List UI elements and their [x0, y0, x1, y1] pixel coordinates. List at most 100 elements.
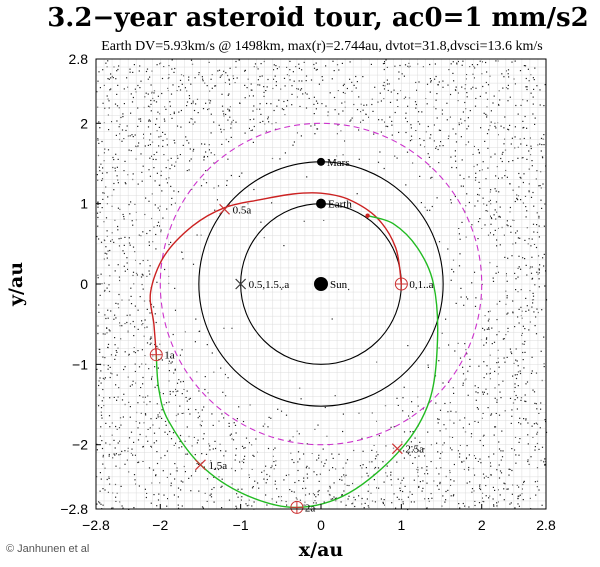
asteroid-dot — [231, 467, 233, 470]
asteroid-dot — [96, 476, 98, 478]
asteroid-dot — [414, 437, 416, 439]
asteroid-dot — [169, 393, 171, 395]
asteroid-dot — [431, 176, 433, 178]
asteroid-dot — [468, 466, 470, 469]
asteroid-dot — [193, 436, 195, 438]
asteroid-dot — [98, 394, 100, 396]
asteroid-dot — [126, 314, 128, 316]
asteroid-dot — [257, 68, 259, 70]
asteroid-dot — [520, 306, 522, 308]
asteroid-dot — [186, 139, 188, 142]
asteroid-dot — [263, 86, 265, 88]
asteroid-dot — [317, 102, 319, 104]
asteroid-dot — [113, 241, 115, 243]
asteroid-dot — [249, 119, 251, 121]
asteroid-dot — [253, 125, 255, 128]
asteroid-dot — [487, 311, 490, 313]
asteroid-dot — [134, 305, 136, 307]
asteroid-dot — [460, 136, 462, 138]
asteroid-dot — [156, 451, 158, 453]
asteroid-dot — [313, 96, 315, 98]
asteroid-dot — [301, 80, 303, 82]
asteroid-dot — [132, 246, 135, 248]
asteroid-dot — [120, 116, 122, 119]
asteroid-dot — [524, 239, 526, 241]
asteroid-dot — [148, 241, 150, 243]
asteroid-dot — [272, 449, 274, 451]
asteroid-dot — [509, 397, 512, 399]
asteroid-dot — [416, 468, 418, 470]
asteroid-dot — [107, 196, 109, 198]
asteroid-dot — [207, 108, 209, 111]
asteroid-dot — [426, 469, 428, 471]
asteroid-dot — [202, 507, 204, 509]
asteroid-dot — [264, 90, 267, 92]
asteroid-dot — [271, 465, 273, 467]
asteroid-dot — [538, 278, 540, 280]
asteroid-dot — [502, 380, 504, 382]
asteroid-dot — [543, 265, 545, 267]
asteroid-dot — [128, 149, 130, 151]
asteroid-dot — [305, 467, 307, 469]
asteroid-dot — [531, 238, 533, 240]
asteroid-dot — [521, 334, 523, 336]
asteroid-dot — [147, 93, 149, 95]
asteroid-dot — [364, 502, 366, 504]
asteroid-dot — [175, 394, 177, 396]
asteroid-dot — [141, 283, 143, 286]
asteroid-dot — [134, 326, 136, 328]
asteroid-dot — [493, 214, 495, 216]
asteroid-dot — [436, 197, 438, 199]
asteroid-dot — [346, 484, 348, 486]
asteroid-dot — [372, 110, 374, 112]
asteroid-dot — [171, 117, 173, 119]
asteroid-dot — [173, 111, 175, 113]
asteroid-dot — [529, 321, 531, 323]
asteroid-dot — [499, 470, 502, 472]
asteroid-dot — [471, 64, 473, 66]
asteroid-dot — [239, 102, 241, 104]
asteroid-dot — [299, 89, 302, 91]
asteroid-dot — [324, 406, 326, 409]
asteroid-dot — [110, 73, 112, 75]
asteroid-dot — [97, 203, 99, 206]
asteroid-dot — [341, 62, 343, 64]
asteroid-dot — [183, 75, 185, 77]
asteroid-dot — [487, 476, 489, 478]
asteroid-dot — [234, 424, 237, 426]
asteroid-dot — [317, 494, 319, 496]
asteroid-dot — [115, 153, 117, 155]
asteroid-dot — [508, 161, 510, 163]
asteroid-dot — [265, 494, 267, 496]
asteroid-dot — [116, 93, 118, 95]
asteroid-dot — [498, 104, 500, 106]
marker-label: 2.5a — [405, 444, 424, 456]
asteroid-dot — [131, 101, 134, 103]
asteroid-dot — [169, 101, 171, 103]
asteroid-dot — [336, 497, 338, 499]
asteroid-dot — [306, 477, 309, 479]
asteroid-dot — [354, 505, 356, 508]
asteroid-dot — [110, 240, 112, 242]
body-marker — [317, 157, 325, 166]
asteroid-dot — [188, 76, 190, 78]
asteroid-dot — [377, 467, 380, 469]
asteroid-dot — [473, 77, 475, 79]
asteroid-dot — [518, 486, 520, 488]
asteroid-dot — [139, 433, 141, 436]
asteroid-dot — [123, 393, 125, 395]
asteroid-dot — [110, 88, 112, 90]
asteroid-dot — [408, 62, 410, 64]
asteroid-dot — [435, 146, 438, 148]
asteroid-dot — [477, 392, 479, 394]
asteroid-dot — [461, 460, 463, 462]
asteroid-dot — [312, 492, 314, 495]
asteroid-dot — [164, 431, 166, 433]
asteroid-dot — [164, 268, 166, 271]
asteroid-dot — [498, 215, 500, 217]
asteroid-dot — [329, 485, 331, 487]
asteroid-dot — [133, 335, 135, 337]
asteroid-dot — [220, 128, 222, 130]
asteroid-dot — [188, 95, 190, 97]
asteroid-dot — [180, 489, 182, 491]
